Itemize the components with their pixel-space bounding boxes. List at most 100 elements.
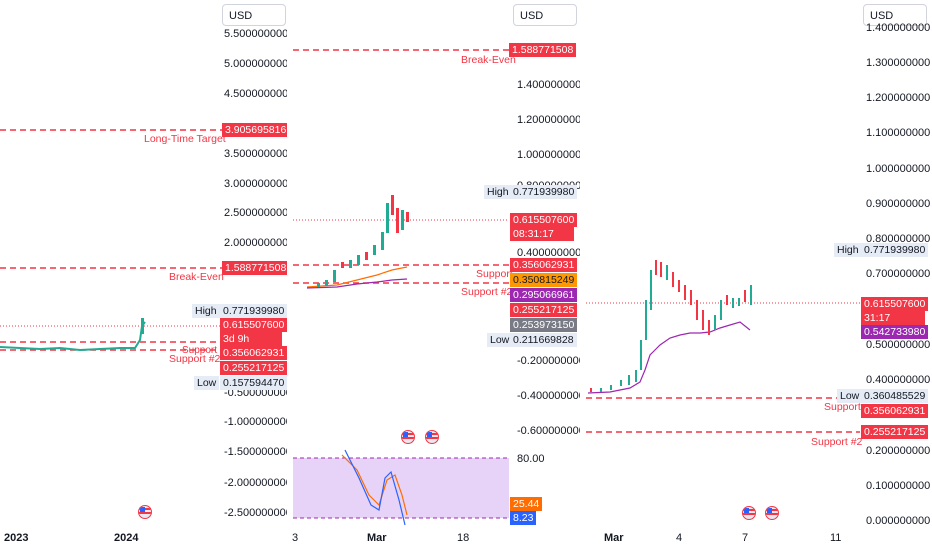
x-tick: 7 <box>742 532 749 544</box>
y-tick: -2.000000000 <box>224 477 287 489</box>
y-tick: 2.000000000 <box>224 237 287 249</box>
price-value: 0.615507600 <box>510 213 578 227</box>
support2-label: Support #2 <box>461 286 513 298</box>
osc-value-k: 25.44 <box>510 497 543 511</box>
ma-orange-line <box>306 266 408 288</box>
ma-purple-line <box>587 321 751 394</box>
price-value: 0.615507600 <box>861 297 929 311</box>
osc-tick: 80.00 <box>517 453 545 465</box>
support2-value: 0.255217125 <box>861 425 929 439</box>
candles <box>590 260 752 392</box>
left-chart-canvas <box>0 129 222 352</box>
candles <box>317 195 409 287</box>
ma1-value: 0.350815249 <box>510 273 578 287</box>
support-label: Support <box>476 268 513 280</box>
break-even-value: 1.588771508 <box>222 261 287 275</box>
us-flag-icon[interactable] <box>138 505 152 519</box>
support-value: 0.356062931 <box>510 258 578 272</box>
support2-value: 0.255217125 <box>510 303 578 317</box>
y-tick: 0.700000000 <box>866 268 931 280</box>
y-tick: -0.500000000 <box>224 387 287 399</box>
support2-label: Support #2 <box>169 353 221 365</box>
ma-purple-line <box>306 278 408 289</box>
support2-value: 0.255217125 <box>220 361 287 375</box>
x-tick: 3 <box>292 532 299 544</box>
y-tick: 5.000000000 <box>224 58 287 70</box>
price-countdown: 31:17 <box>861 311 925 325</box>
right-chart-canvas <box>586 260 860 433</box>
support-label: Support <box>824 401 861 413</box>
support2-label: Support #2 <box>811 436 863 448</box>
price-value: 0.615507600 <box>220 318 287 332</box>
us-flag-icon[interactable] <box>742 506 756 520</box>
y-tick: 5.500000000 <box>224 28 287 40</box>
ma3-value: 0.253973150 <box>510 318 578 332</box>
break-even-label: Break-Even <box>169 271 224 283</box>
y-tick: -0.400000000 <box>517 390 580 402</box>
x-tick: 2024 <box>114 532 139 544</box>
x-tick: 11 <box>830 532 842 544</box>
last-candle <box>141 318 144 334</box>
high-label: High <box>192 304 220 318</box>
x-tick: 2023 <box>4 532 29 544</box>
y-tick: -2.500000000 <box>224 507 287 519</box>
x-tick: Mar <box>604 532 624 544</box>
y-tick: 0.000000000 <box>866 515 931 527</box>
currency-button[interactable]: USD <box>513 4 577 26</box>
currency-button[interactable]: USD <box>222 4 286 26</box>
y-tick: 0.500000000 <box>866 339 931 351</box>
support-value: 0.356062931 <box>861 404 929 418</box>
y-tick: -0.200000000 <box>517 355 580 367</box>
middle-chart-panel[interactable]: USD 1.588771508 Break-Even 1.400000000 1… <box>287 0 580 550</box>
y-tick: 1.200000000 <box>866 92 931 104</box>
price-countdown: 3d 9h <box>220 332 282 346</box>
y-tick: 3.000000000 <box>224 178 287 190</box>
us-flag-icon[interactable] <box>401 430 415 444</box>
break-even-label: Break-Even <box>461 54 516 66</box>
price-countdown: 08:31:17 <box>510 227 574 241</box>
y-tick: 0.400000000 <box>517 247 580 259</box>
y-tick: 0.800000000 <box>866 233 931 245</box>
break-even-value: 1.588771508 <box>509 43 577 57</box>
osc-value-d: 8.23 <box>510 511 537 525</box>
y-tick: 0.200000000 <box>866 445 931 457</box>
high-value: 0.771939980 <box>220 304 287 318</box>
us-flag-icon[interactable] <box>765 506 779 520</box>
middle-chart-canvas <box>293 49 509 526</box>
low-label: Low <box>487 333 513 347</box>
low-value: 0.211669828 <box>510 333 577 347</box>
y-tick: 1.000000000 <box>866 163 931 175</box>
y-tick: 1.300000000 <box>866 57 931 69</box>
y-tick: -1.000000000 <box>224 416 287 428</box>
low-value: 0.157594470 <box>220 376 287 390</box>
us-flag-icon[interactable] <box>425 430 439 444</box>
low-label: Low <box>837 389 863 403</box>
y-tick: 0.400000000 <box>866 374 931 386</box>
y-tick: -0.600000000 <box>517 425 580 437</box>
y-tick: 2.500000000 <box>224 207 287 219</box>
osc-k-line <box>341 454 408 516</box>
long-time-target-label: Long-Time Target <box>144 133 226 145</box>
y-tick: 0.900000000 <box>866 198 931 210</box>
ma2-value: 0.295066961 <box>510 288 578 302</box>
high-value: 0.771939980 <box>510 185 578 199</box>
y-tick: 0.100000000 <box>866 480 931 492</box>
x-tick: 4 <box>676 532 683 544</box>
y-tick: 1.400000000 <box>517 79 580 91</box>
y-tick: 1.200000000 <box>517 114 580 126</box>
high-label: High <box>834 243 862 257</box>
currency-button[interactable]: USD <box>863 4 927 26</box>
high-value: 0.771939980 <box>861 243 929 257</box>
support-value: 0.356062931 <box>220 346 287 360</box>
low-value: 0.360485529 <box>861 389 929 403</box>
long-time-target-value: 3.905695816 <box>222 123 287 137</box>
y-tick: 4.500000000 <box>224 88 287 100</box>
y-tick: 3.500000000 <box>224 148 287 160</box>
price-series <box>0 321 146 352</box>
y-tick: 1.100000000 <box>866 127 931 139</box>
osc-d-line <box>344 449 406 526</box>
left-chart-panel[interactable]: USD 5.500000000 5.000000000 4.500000000 … <box>0 0 287 550</box>
x-tick: Mar <box>367 532 387 544</box>
low-label: Low <box>194 376 220 390</box>
right-chart-panel[interactable]: USD 1.400000000 1.300000000 1.200000000 … <box>580 0 932 550</box>
